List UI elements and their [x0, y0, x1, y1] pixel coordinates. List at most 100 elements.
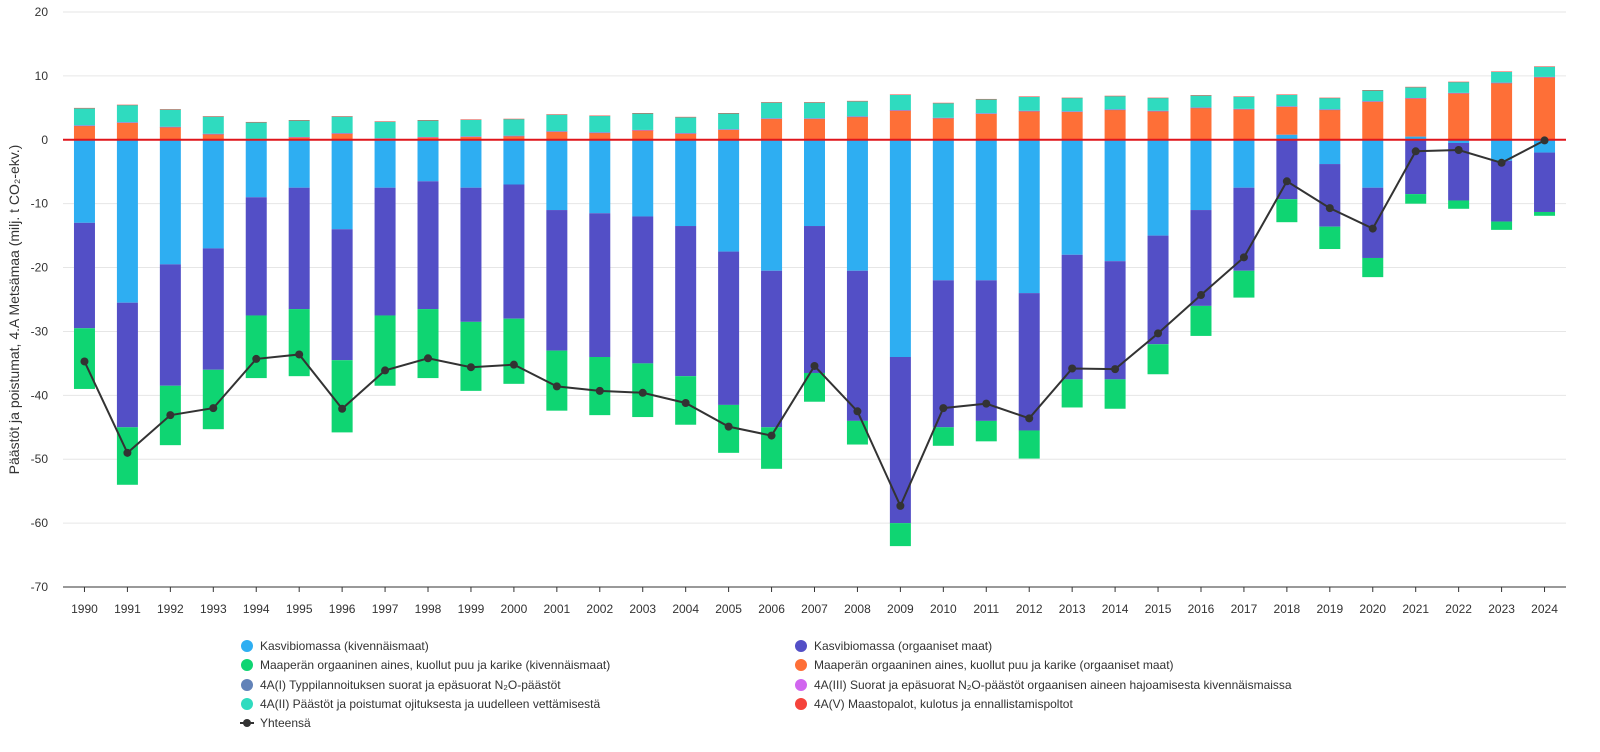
bar-segment	[546, 139, 568, 211]
total-point	[810, 361, 819, 370]
x-tick-label: 2024	[1531, 602, 1558, 616]
x-tick-label: 2009	[887, 602, 914, 616]
y-axis-label: Päästöt ja poistumat, 4.A Metsämaa (milj…	[6, 145, 22, 475]
total-point	[595, 386, 604, 395]
bar-segment	[331, 133, 353, 134]
bar-segment	[1061, 111, 1083, 140]
bar-segment	[1018, 110, 1040, 112]
bar-segment	[331, 133, 353, 140]
bar-segment	[288, 139, 310, 188]
bar-segment	[116, 122, 138, 123]
bar-segment	[202, 133, 224, 135]
legend-marker	[241, 698, 253, 710]
bar-segment	[1190, 95, 1212, 96]
legend-label: Yhteensä	[260, 716, 311, 730]
bar-segment	[245, 139, 267, 198]
bar-segment	[1405, 139, 1427, 195]
bar-segment	[1276, 94, 1298, 107]
bar-segment	[374, 138, 396, 139]
bar-segment	[1233, 96, 1255, 97]
bar-segment	[846, 116, 868, 140]
legend-marker	[795, 679, 807, 691]
bar-segment	[1362, 257, 1384, 278]
total-point	[381, 366, 390, 375]
bar-segment	[1362, 187, 1384, 258]
bar-segment	[975, 113, 997, 114]
bar-segment	[1233, 109, 1255, 140]
bar-segment	[804, 118, 825, 119]
bar-segment	[932, 118, 954, 140]
bar-segment	[932, 280, 954, 428]
bar-segment	[761, 102, 783, 119]
bar-segment	[1104, 109, 1126, 110]
total-point	[1282, 177, 1291, 186]
x-tick-label: 2006	[758, 602, 785, 616]
bar-segment	[1147, 97, 1169, 99]
bar-segment	[1405, 97, 1427, 99]
total-point	[939, 404, 948, 413]
total-point	[1411, 147, 1420, 156]
bar-segment	[202, 116, 224, 117]
bar-segment	[1233, 96, 1255, 109]
bar-segment	[331, 139, 353, 230]
bar-segment	[288, 120, 310, 137]
bar-segment	[1405, 87, 1427, 98]
bar-segment	[1319, 97, 1341, 110]
bar-segment	[331, 116, 353, 134]
legend-label: 4A(I) Typpilannoituksen suorat ja epäsuo…	[260, 678, 561, 692]
bar-segment	[159, 109, 181, 110]
legend-label: Maaperän orgaaninen aines, kuollut puu j…	[814, 658, 1174, 672]
legend-label: 4A(V) Maastopalot, kulotus ja ennallista…	[814, 697, 1073, 711]
bar-segment	[374, 121, 396, 139]
bar-segment	[889, 94, 911, 95]
bar-segment	[1233, 139, 1255, 188]
bar-segment	[1319, 97, 1341, 99]
total-point	[1368, 224, 1377, 233]
bar-segment	[804, 226, 825, 373]
bar-segment	[1319, 164, 1341, 227]
bar-segment	[1491, 82, 1513, 140]
total-point	[767, 431, 776, 440]
bar-segment	[1018, 111, 1040, 140]
bar-segment	[288, 136, 310, 138]
bar-segment	[1190, 210, 1212, 306]
bar-segment	[1534, 211, 1556, 216]
x-tick-label: 2022	[1445, 602, 1472, 616]
bar-segment	[1534, 76, 1556, 78]
bar-segment	[1534, 66, 1556, 67]
bar-segment	[1104, 379, 1126, 409]
legend-marker	[241, 659, 253, 671]
bar-segment	[1190, 107, 1212, 109]
total-point	[123, 448, 132, 457]
legend: Kasvibiomassa (kivennäismaat) Kasvibiomas…	[240, 639, 1292, 730]
y-tick-label: 10	[35, 69, 49, 83]
bar-segment	[159, 127, 181, 140]
bar-segment	[417, 120, 439, 137]
bar-segment	[1018, 96, 1040, 111]
bar-segment	[1534, 152, 1556, 212]
bar-segment	[546, 131, 568, 132]
bar-segment	[1061, 111, 1083, 112]
x-tick-label: 2018	[1274, 602, 1301, 616]
x-tick-label: 2013	[1059, 602, 1086, 616]
bar-segment	[718, 139, 740, 252]
bar-segment	[1276, 94, 1298, 95]
bar-segment	[889, 110, 911, 140]
bar-segment	[675, 117, 697, 134]
bar-segment	[116, 302, 138, 428]
bar-segment	[73, 222, 95, 329]
total-point	[638, 388, 647, 397]
bar-segment	[1104, 96, 1126, 110]
bar-segment	[1491, 71, 1513, 72]
bar-segment	[1233, 270, 1255, 298]
bar-segment	[1362, 101, 1384, 102]
legend-label: 4A(II) Päästöt ja poistumat ojituksesta …	[260, 697, 601, 711]
bar-segment	[761, 139, 783, 271]
bar-segment	[1147, 344, 1169, 375]
bar-segment	[1147, 97, 1169, 111]
bar-segment	[417, 181, 439, 310]
bar-segment	[718, 251, 740, 405]
bar-segment	[73, 139, 95, 223]
bar-segment	[202, 248, 224, 370]
bar-segment	[202, 139, 224, 249]
